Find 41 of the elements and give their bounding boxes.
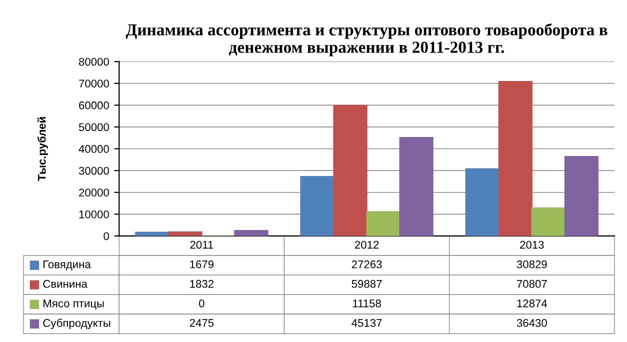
bar (531, 207, 566, 236)
y-tick-label: 60000 (79, 101, 109, 110)
legend-label: Свинина (43, 280, 88, 288)
data-label: 27263 (352, 260, 382, 268)
legend-label: Говядина (44, 260, 91, 270)
data-label: 0 (199, 299, 204, 308)
x-tick-label: 2011 (190, 240, 214, 249)
data-label: 12874 (517, 299, 548, 308)
data-label: 30829 (516, 260, 547, 268)
y-tick-label: 20000 (79, 188, 109, 197)
y-tick-label: 50000 (78, 123, 109, 132)
legend-label: Мясо птицы (44, 300, 104, 310)
chart-title: Динамика ассортимента и структуры оптового товарооборота в денежном выражении в 2011-2013 гг. (126, 23, 608, 56)
y-axis-title: Тыс.рублей (37, 117, 48, 181)
y-tick-label: 80000 (78, 58, 109, 66)
data-label: 1832 (190, 280, 214, 288)
y-tick-label: 30000 (78, 166, 109, 175)
data-label: 36430 (516, 319, 547, 327)
bar (234, 230, 268, 236)
bar (300, 176, 334, 236)
data-label: 70807 (517, 280, 547, 288)
bar (333, 104, 368, 236)
data-label: 59887 (352, 280, 382, 288)
data-label: 11158 (353, 299, 381, 308)
bar (135, 232, 170, 236)
x-tick-label: 2013 (520, 240, 544, 249)
bar (366, 211, 400, 236)
data-label: 2475 (190, 319, 214, 327)
y-tick-label: 70000 (79, 80, 109, 88)
bar (168, 231, 202, 236)
legend-label: Субпродукты (43, 318, 110, 330)
data-label: 1679 (190, 260, 214, 268)
y-tick-label: 40000 (78, 145, 109, 153)
y-tick-label: 0 (104, 232, 109, 240)
y-tick-label: 10000 (79, 210, 109, 218)
data-label: 45137 (352, 319, 382, 327)
x-tick-label: 2012 (354, 240, 379, 249)
bar (465, 168, 500, 236)
bar (399, 137, 434, 236)
bar (498, 81, 532, 236)
bar (564, 156, 599, 236)
